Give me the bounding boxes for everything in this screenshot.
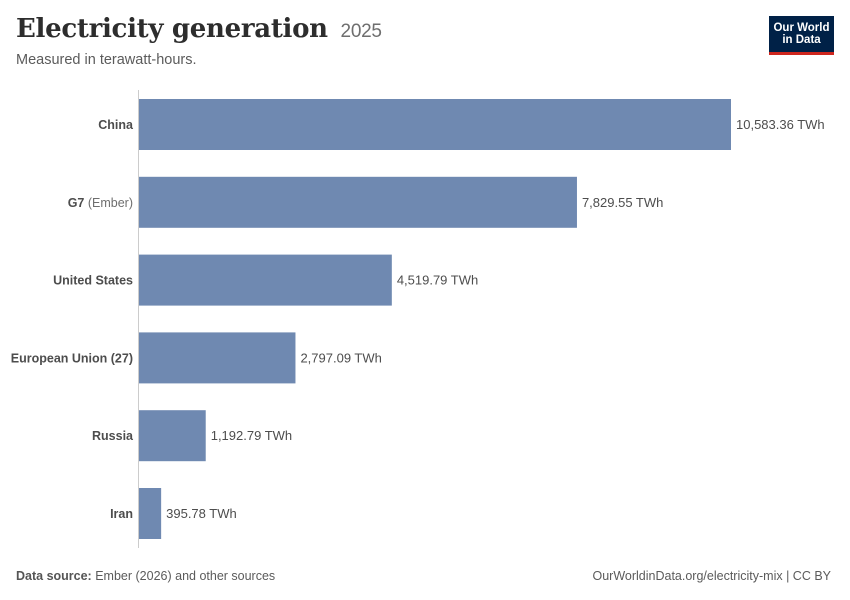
data-source-text[interactable]: Ember (2026) and other sources	[95, 569, 276, 583]
category-name: China	[98, 118, 134, 132]
category-name: United States	[53, 274, 133, 288]
logo-line-1: Our World	[773, 22, 830, 34]
value-label: 2,797.09 TWh	[300, 350, 381, 365]
bar[interactable]	[139, 176, 577, 228]
value-label: 7,829.55 TWh	[582, 195, 663, 210]
logo-line-2: in Data	[782, 34, 821, 46]
bar[interactable]	[139, 332, 296, 384]
chart-subtitle: Measured in terawatt-hours.	[16, 52, 197, 68]
bar[interactable]	[139, 410, 206, 462]
bar[interactable]	[139, 99, 731, 150]
category-name: Russia	[92, 429, 134, 443]
category-label: Iran	[110, 507, 133, 521]
bar[interactable]	[139, 488, 162, 539]
value-label: 10,583.36 TWh	[736, 117, 825, 132]
bar[interactable]	[139, 254, 392, 306]
chart-title: Electricity generation 2025	[16, 14, 382, 44]
category-label: Russia	[92, 429, 134, 443]
category-label: United States	[53, 274, 133, 288]
value-label: 1,192.79 TWh	[211, 428, 292, 443]
value-label: 395.78 TWh	[166, 506, 237, 521]
category-qualifier: (Ember)	[84, 196, 133, 210]
category-label: China	[98, 118, 134, 132]
category-name: Iran	[110, 507, 133, 521]
data-source-label: Data source:	[16, 569, 92, 583]
data-source: Data source: Ember (2026) and other sour…	[16, 569, 275, 583]
category-label: G7 (Ember)	[68, 196, 133, 210]
category-name: European Union (27)	[11, 351, 133, 365]
source-link[interactable]: OurWorldinData.org/electricity-mix | CC …	[592, 569, 832, 583]
title-year: 2025	[340, 21, 382, 42]
title-text: Electricity generation	[16, 14, 328, 44]
value-label: 4,519.79 TWh	[397, 273, 478, 288]
category-name: G7	[68, 196, 85, 210]
owid-logo[interactable]: Our World in Data	[769, 16, 834, 55]
category-label: European Union (27)	[11, 351, 133, 365]
